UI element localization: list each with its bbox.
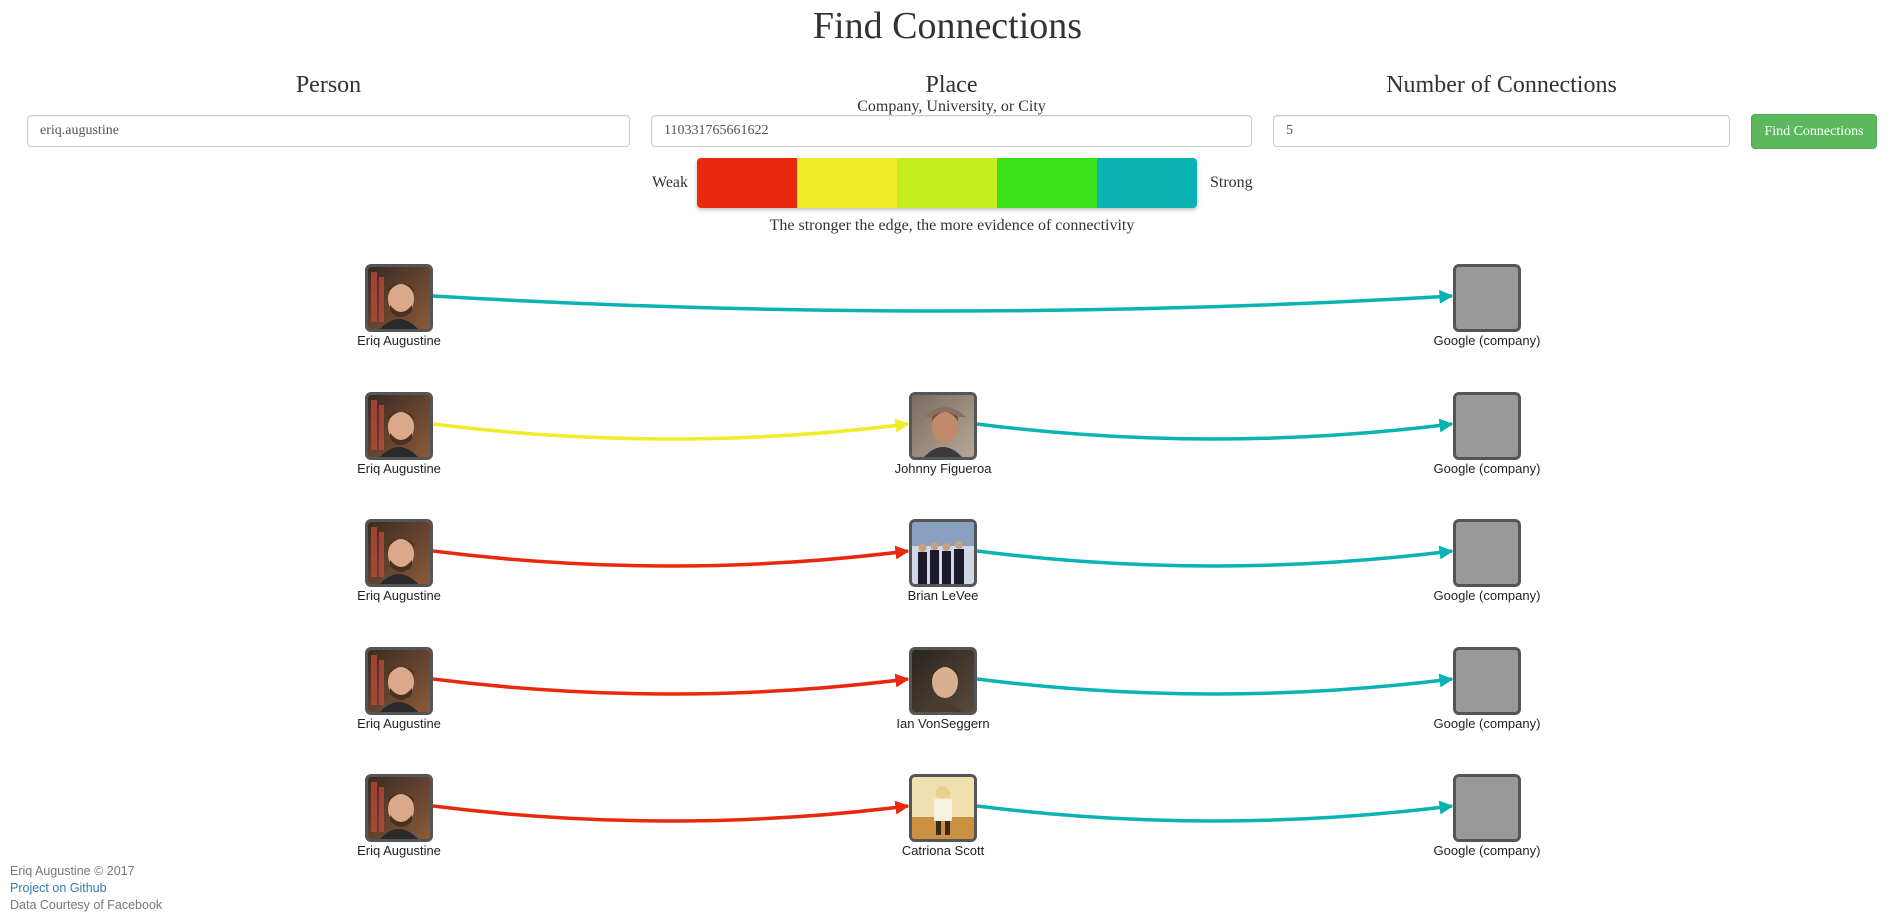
page-title: Find Connections bbox=[812, 5, 1083, 47]
profile-photo bbox=[368, 395, 430, 457]
connection-edge bbox=[976, 545, 1454, 568]
place-node[interactable] bbox=[1453, 774, 1521, 842]
placeholder-image bbox=[1456, 522, 1518, 584]
legend-strong-label: Strong bbox=[1210, 174, 1253, 191]
node-label: Brian LeVee bbox=[907, 588, 979, 603]
person-node[interactable] bbox=[909, 774, 977, 842]
node-label: Ian VonSeggern bbox=[896, 716, 990, 731]
place-subheading: Company, University, or City bbox=[857, 98, 1046, 115]
legend-weak-label: Weak bbox=[652, 174, 689, 191]
connection-edge bbox=[432, 289, 1454, 313]
node-label: Google (company) bbox=[1433, 588, 1541, 603]
connection-edge bbox=[976, 673, 1454, 696]
person-input[interactable] bbox=[27, 115, 630, 147]
node-label: Eriq Augustine bbox=[357, 333, 441, 348]
connection-edge bbox=[432, 545, 910, 568]
person-node[interactable] bbox=[909, 519, 977, 587]
profile-photo bbox=[912, 395, 974, 457]
profile-photo bbox=[912, 522, 974, 584]
place-node[interactable] bbox=[1453, 647, 1521, 715]
strength-legend-bar bbox=[697, 158, 1197, 208]
node-label: Catriona Scott bbox=[901, 843, 985, 858]
person-node[interactable] bbox=[365, 392, 433, 460]
legend-segment bbox=[797, 158, 897, 208]
person-node[interactable] bbox=[909, 647, 977, 715]
connection-edge bbox=[432, 800, 910, 823]
person-node[interactable] bbox=[365, 647, 433, 715]
node-label: Eriq Augustine bbox=[357, 461, 441, 476]
person-node[interactable] bbox=[365, 264, 433, 332]
node-label: Google (company) bbox=[1433, 461, 1541, 476]
connection-edge bbox=[432, 673, 910, 696]
person-node[interactable] bbox=[365, 519, 433, 587]
footer-copyright: Eriq Augustine © 2017 bbox=[10, 864, 135, 878]
find-connections-button[interactable]: Find Connections bbox=[1751, 114, 1877, 149]
profile-photo bbox=[368, 650, 430, 712]
legend-segment bbox=[897, 158, 997, 208]
node-label: Eriq Augustine bbox=[357, 843, 441, 858]
node-label: Google (company) bbox=[1433, 716, 1541, 731]
place-node[interactable] bbox=[1453, 264, 1521, 332]
profile-photo bbox=[368, 777, 430, 839]
legend-segment bbox=[1097, 158, 1197, 208]
place-heading: Place bbox=[925, 72, 978, 98]
node-label: Google (company) bbox=[1433, 843, 1541, 858]
legend-segment bbox=[697, 158, 797, 208]
profile-photo bbox=[912, 777, 974, 839]
placeholder-image bbox=[1456, 267, 1518, 329]
person-node[interactable] bbox=[365, 774, 433, 842]
footer-credit: Data Courtesy of Facebook bbox=[10, 898, 163, 912]
legend-segment bbox=[997, 158, 1097, 208]
node-label: Eriq Augustine bbox=[357, 588, 441, 603]
person-heading: Person bbox=[295, 72, 362, 98]
node-label: Johnny Figueroa bbox=[894, 461, 992, 476]
connections-count-input[interactable] bbox=[1273, 115, 1730, 147]
node-label: Google (company) bbox=[1433, 333, 1541, 348]
github-link[interactable]: Project on Github bbox=[10, 881, 107, 895]
place-node[interactable] bbox=[1453, 519, 1521, 587]
profile-photo bbox=[912, 650, 974, 712]
connection-edge bbox=[976, 418, 1454, 441]
person-node[interactable] bbox=[909, 392, 977, 460]
connection-edge bbox=[976, 800, 1454, 823]
placeholder-image bbox=[1456, 395, 1518, 457]
profile-photo bbox=[368, 522, 430, 584]
connection-edge bbox=[432, 418, 910, 441]
placeholder-image bbox=[1456, 650, 1518, 712]
profile-photo bbox=[368, 267, 430, 329]
legend-caption: The stronger the edge, the more evidence… bbox=[769, 217, 1135, 234]
placeholder-image bbox=[1456, 777, 1518, 839]
connections-count-heading: Number of Connections bbox=[1386, 72, 1617, 98]
node-label: Eriq Augustine bbox=[357, 716, 441, 731]
place-input[interactable] bbox=[651, 115, 1252, 147]
place-node[interactable] bbox=[1453, 392, 1521, 460]
